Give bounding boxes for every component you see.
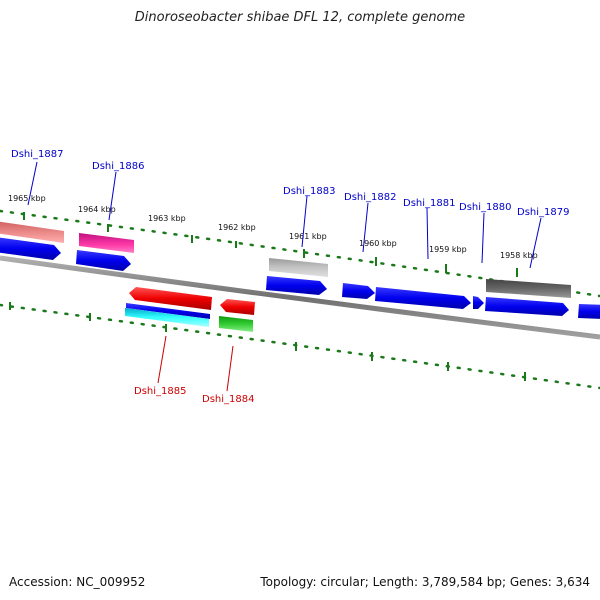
cog-bars-reverse <box>125 303 253 332</box>
gene-label-forward[interactable]: Dshi_1887 <box>11 149 63 160</box>
gene-arrow-forward[interactable] <box>342 283 375 299</box>
reverse-gene-labels: Dshi_1885 Dshi_1884 <box>134 386 254 405</box>
genome-backbone <box>0 255 600 340</box>
gene-bar-green[interactable] <box>219 316 253 332</box>
gene-bar-pink[interactable] <box>79 233 134 253</box>
kbp-label: 1960 kbp <box>359 239 397 248</box>
accession-label: Accession: NC_009952 <box>9 575 146 589</box>
inner-tick-ring <box>0 302 600 390</box>
gene-arrow-reverse[interactable] <box>220 299 255 315</box>
gene-bar-darkgray[interactable] <box>486 279 571 298</box>
gene-arrow-forward[interactable] <box>266 276 327 295</box>
forward-strand-genes <box>0 237 600 319</box>
gene-label-forward[interactable]: Dshi_1881 <box>403 198 455 209</box>
gene-bar-salmon[interactable] <box>0 221 64 243</box>
kbp-label: 1963 kbp <box>148 214 186 223</box>
gene-bar-blue[interactable] <box>126 303 210 319</box>
gene-label-forward[interactable]: Dshi_1879 <box>517 207 569 218</box>
genome-summary: Topology: circular; Length: 3,789,584 bp… <box>260 575 590 589</box>
gene-label-forward[interactable]: Dshi_1883 <box>283 186 335 197</box>
reverse-label-lines <box>157 335 234 392</box>
gene-label-forward[interactable]: Dshi_1882 <box>344 192 396 203</box>
kbp-label: 1958 kbp <box>500 251 538 260</box>
gene-label-reverse[interactable]: Dshi_1885 <box>134 386 186 397</box>
gene-bar-lightgray[interactable] <box>269 258 328 277</box>
kbp-scale: 1965 kbp 1964 kbp 1963 kbp 1962 kbp 1961… <box>8 194 538 260</box>
gene-label-reverse[interactable]: Dshi_1884 <box>202 394 254 405</box>
gene-arrow-forward[interactable] <box>578 304 600 319</box>
outer-tick-ring <box>0 209 600 298</box>
gene-arrow-forward[interactable] <box>485 297 569 316</box>
gene-arrow-forward[interactable] <box>76 250 131 271</box>
gene-label-forward[interactable]: Dshi_1880 <box>459 202 511 213</box>
genome-title: Dinoroseobacter shibae DFL 12, complete … <box>134 10 466 25</box>
kbp-label: 1961 kbp <box>289 232 327 241</box>
kbp-label: 1965 kbp <box>8 194 46 203</box>
gene-arrow-forward[interactable] <box>0 237 61 260</box>
forward-gene-labels: Dshi_1887 Dshi_1886 Dshi_1883 Dshi_1882 … <box>11 149 569 218</box>
gene-label-forward[interactable]: Dshi_1886 <box>92 161 144 172</box>
reverse-strand-genes <box>129 287 255 315</box>
gene-arrow-reverse[interactable] <box>129 287 212 310</box>
kbp-label: 1964 kbp <box>78 205 116 214</box>
gene-arrow-forward[interactable] <box>375 287 471 309</box>
cog-bars-forward <box>0 221 571 298</box>
forward-label-lines <box>27 161 542 269</box>
gene-bar-cyan[interactable] <box>125 308 209 327</box>
kbp-label: 1959 kbp <box>429 245 467 254</box>
gene-arrow-forward[interactable] <box>473 296 484 309</box>
kbp-label: 1962 kbp <box>218 223 256 232</box>
